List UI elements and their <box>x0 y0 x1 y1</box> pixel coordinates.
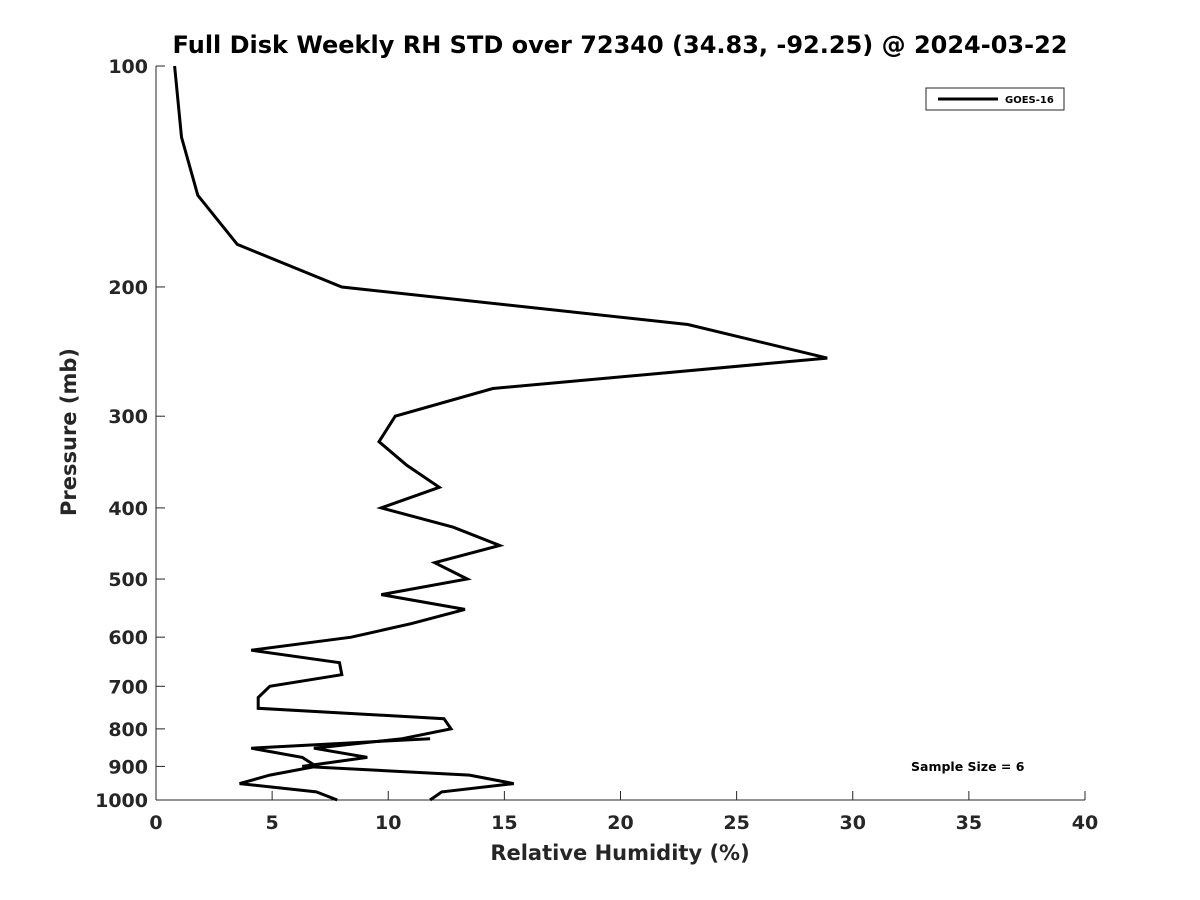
series-line-upper <box>173 65 828 802</box>
series-goes16 <box>173 65 828 802</box>
y-tick-label: 200 <box>108 277 148 299</box>
x-tick-label: 40 <box>1072 812 1098 834</box>
y-tick-label: 100 <box>108 56 148 78</box>
y-tick-label: 300 <box>108 406 148 428</box>
x-tick-label: 5 <box>266 812 279 834</box>
sample-size-annotation: Sample Size = 6 <box>911 759 1025 774</box>
y-tick-label: 800 <box>108 719 148 741</box>
y-tick-label: 600 <box>108 627 148 649</box>
series-line-lower <box>239 737 431 802</box>
chart-title: Full Disk Weekly RH STD over 72340 (34.8… <box>173 31 1068 59</box>
x-tick-label: 15 <box>491 812 517 834</box>
y-tick-label: 1000 <box>95 790 148 812</box>
x-tick-label: 35 <box>956 812 982 834</box>
y-tick-label: 400 <box>108 498 148 520</box>
x-axis-label: Relative Humidity (%) <box>490 841 749 865</box>
x-tick-label: 20 <box>607 812 633 834</box>
y-tick-label: 500 <box>108 569 148 591</box>
y-tick-label: 700 <box>108 676 148 698</box>
x-tick-label: 10 <box>375 812 401 834</box>
axes: 0 5 10 15 20 25 30 35 40 100 200 300 400 500 600 700 800… <box>95 56 1098 834</box>
x-tick-label: 30 <box>840 812 866 834</box>
y-axis-label: Pressure (mb) <box>57 348 81 516</box>
x-tick-label: 0 <box>149 812 162 834</box>
legend: GOES-16 <box>925 87 1065 111</box>
legend-entry-label: GOES-16 <box>1005 95 1054 106</box>
x-tick-label: 25 <box>723 812 749 834</box>
y-tick-label: 900 <box>108 756 148 778</box>
